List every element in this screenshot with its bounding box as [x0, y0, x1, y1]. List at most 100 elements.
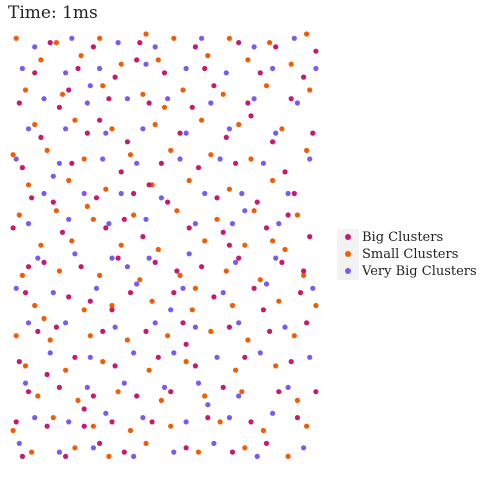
point-very-big-clusters-107 — [205, 402, 211, 408]
point-very-big-clusters-56 — [229, 221, 236, 227]
point-very-big-clusters-55 — [192, 221, 198, 227]
point-big-clusters-58 — [220, 229, 226, 235]
point-very-big-clusters-78 — [226, 126, 232, 132]
point-small-clusters-68 — [25, 182, 32, 188]
point-big-clusters-52 — [279, 259, 285, 265]
point-small-clusters-70 — [103, 186, 109, 192]
points-layer — [10, 31, 319, 459]
point-big-clusters-62 — [50, 199, 56, 205]
point-big-clusters-80 — [223, 134, 229, 140]
point-big-clusters-54 — [59, 229, 66, 235]
point-big-clusters-115 — [183, 341, 189, 347]
point-small-clusters-90 — [22, 87, 29, 93]
point-very-big-clusters-6 — [254, 453, 260, 459]
legend-dot-small-clusters — [345, 251, 351, 257]
point-big-clusters-97 — [47, 40, 53, 46]
point-small-clusters-94 — [180, 87, 186, 93]
point-small-clusters-102 — [205, 53, 211, 59]
point-big-clusters-11 — [149, 419, 155, 425]
point-small-clusters-114 — [84, 203, 90, 209]
point-very-big-clusters-103 — [168, 307, 174, 313]
point-small-clusters-117 — [161, 104, 168, 110]
point-small-clusters-47 — [97, 272, 103, 278]
point-very-big-clusters-62 — [202, 190, 208, 197]
point-very-big-clusters-25 — [171, 350, 177, 356]
point-small-clusters-11 — [168, 423, 174, 429]
point-small-clusters-62 — [90, 216, 96, 222]
point-big-clusters-114 — [25, 264, 32, 270]
point-small-clusters-0 — [29, 449, 35, 455]
point-big-clusters-20 — [220, 384, 226, 390]
point-big-clusters-70 — [69, 160, 75, 166]
point-small-clusters-13 — [260, 427, 266, 434]
point-very-big-clusters-0 — [16, 440, 22, 446]
point-big-clusters-34 — [180, 320, 186, 326]
point-small-clusters-112 — [143, 31, 149, 37]
point-small-clusters-48 — [137, 277, 143, 283]
point-small-clusters-5 — [242, 445, 248, 451]
point-small-clusters-22 — [22, 363, 29, 369]
point-small-clusters-113 — [192, 285, 198, 291]
point-very-big-clusters-96 — [69, 35, 75, 41]
point-small-clusters-84 — [72, 117, 78, 123]
point-small-clusters-56 — [155, 246, 161, 253]
point-big-clusters-28 — [242, 354, 248, 360]
point-small-clusters-38 — [81, 307, 87, 313]
point-big-clusters-48 — [115, 255, 121, 261]
point-small-clusters-77 — [81, 156, 87, 162]
point-very-big-clusters-32 — [152, 320, 158, 326]
point-big-clusters-22 — [313, 389, 319, 395]
point-small-clusters-20 — [239, 389, 245, 395]
point-very-big-clusters-83 — [165, 96, 171, 102]
point-big-clusters-85 — [106, 96, 112, 102]
point-small-clusters-50 — [223, 268, 229, 274]
point-big-clusters-26 — [155, 354, 161, 360]
point-big-clusters-111 — [97, 117, 103, 123]
point-small-clusters-19 — [202, 393, 208, 399]
legend-label-very-big-clusters: Very Big Clusters — [362, 264, 477, 279]
point-small-clusters-60 — [16, 212, 22, 218]
point-very-big-clusters-81 — [84, 100, 90, 106]
point-small-clusters-80 — [208, 152, 214, 158]
point-very-big-clusters-22 — [47, 350, 53, 356]
point-big-clusters-38 — [22, 290, 29, 296]
point-small-clusters-26 — [183, 359, 189, 365]
point-very-big-clusters-4 — [171, 449, 177, 455]
point-small-clusters-1 — [72, 445, 78, 451]
point-very-big-clusters-92 — [223, 70, 229, 76]
point-small-clusters-9 — [90, 423, 96, 429]
point-very-big-clusters-9 — [66, 419, 72, 425]
point-small-clusters-75 — [10, 152, 16, 158]
point-small-clusters-65 — [214, 216, 220, 222]
point-small-clusters-18 — [158, 397, 164, 403]
point-big-clusters-100 — [192, 44, 198, 50]
point-big-clusters-31 — [53, 324, 60, 330]
point-very-big-clusters-14 — [270, 410, 276, 416]
point-very-big-clusters-106 — [87, 83, 93, 89]
point-very-big-clusters-91 — [183, 65, 189, 72]
point-very-big-clusters-87 — [19, 65, 25, 72]
point-big-clusters-33 — [143, 328, 149, 334]
point-very-big-clusters-13 — [226, 415, 232, 421]
point-very-big-clusters-60 — [118, 190, 124, 197]
point-very-big-clusters-99 — [199, 35, 205, 41]
point-small-clusters-58 — [242, 242, 248, 248]
point-small-clusters-53 — [38, 242, 44, 248]
legend-key-very-big-clusters — [337, 263, 359, 280]
point-small-clusters-72 — [186, 177, 192, 184]
point-small-clusters-44 — [313, 302, 319, 309]
point-very-big-clusters-98 — [152, 44, 158, 50]
point-big-clusters-81 — [270, 139, 276, 145]
point-small-clusters-103 — [245, 57, 251, 63]
point-big-clusters-55 — [103, 225, 109, 231]
point-small-clusters-52 — [301, 272, 307, 278]
point-small-clusters-74 — [270, 177, 276, 184]
point-very-big-clusters-94 — [313, 65, 319, 72]
point-very-big-clusters-30 — [63, 320, 69, 326]
point-big-clusters-32 — [100, 328, 106, 334]
point-very-big-clusters-73 — [25, 126, 32, 132]
point-small-clusters-51 — [257, 277, 263, 283]
point-very-big-clusters-104 — [124, 264, 130, 270]
point-small-clusters-108 — [171, 35, 177, 41]
point-small-clusters-55 — [118, 242, 124, 248]
